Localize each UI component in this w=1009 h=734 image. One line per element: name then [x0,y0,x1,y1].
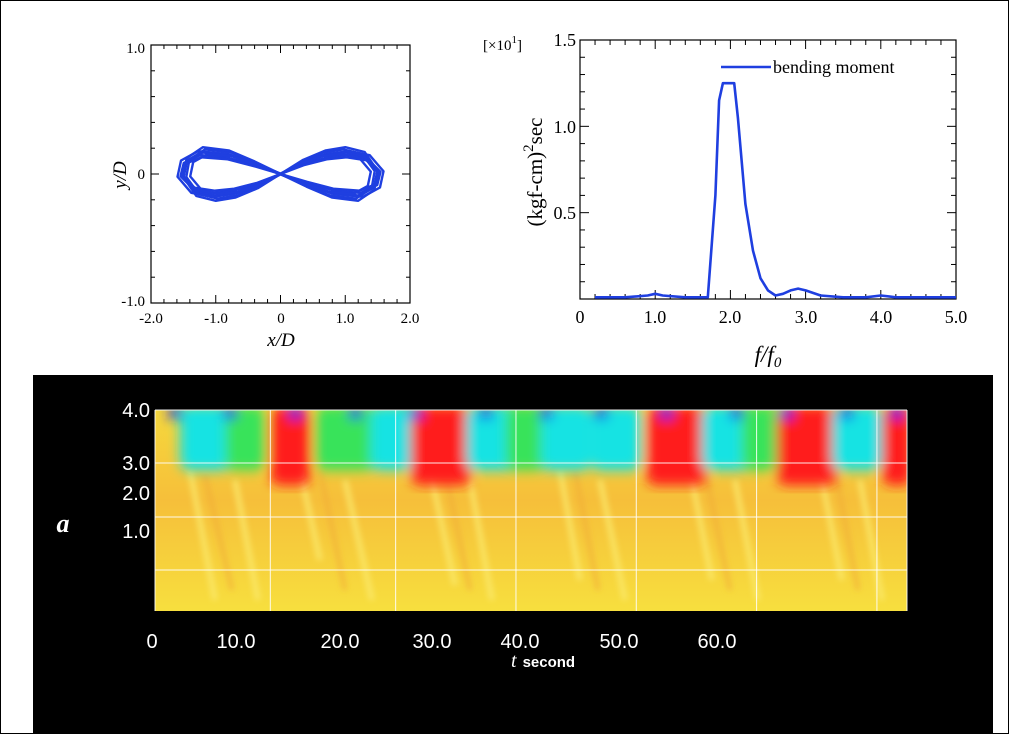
orbit-ytick-label: -1.0 [121,294,145,310]
heatmap-cell [225,410,266,471]
orbit-xlabel: x/D [266,330,295,351]
orbit-trajectory [176,145,385,203]
heatmap-cell [831,410,882,471]
orbit-ylabel: y/D [110,161,131,191]
heatmap-cell [701,410,752,471]
heatmap-ylabel: a [57,509,70,538]
heatmap-cell [505,410,547,471]
spectrum-ytick-label: 0.5 [554,203,577,223]
heatmap-xtick-label: 10.0 [217,631,256,653]
heatmap-xtick-label: 30.0 [413,631,452,653]
heatmap-cell [541,410,592,471]
heatmap-xtick-label: 40.0 [501,631,540,653]
heatmap-xlabel: t second [511,650,575,672]
spectrum-xtick-label: 4.0 [870,307,893,327]
heatmap-cell [315,410,376,471]
orbit-xtick-label: 1.0 [336,311,355,327]
spectrum-xtick-label: 3.0 [795,307,818,327]
heatmap-ytick-label: 2.0 [122,483,150,505]
orbit-ytick-label: 0 [138,167,146,183]
legend-label: bending moment [773,57,894,77]
orbit-plot: 1.0 0 -1.0 -2.0 -1.0 0 1.0 2.0 x/D y/D [110,41,419,351]
spectrum-xlabel: f/f0 [755,342,782,371]
heatmap-cell [660,410,673,419]
heatmap-cell [409,410,422,419]
heatmap-cell [840,410,853,419]
heatmap-cell [591,410,642,471]
heatmap-xtick-label: 60.0 [698,631,737,653]
heatmap-ytick-label: 4.0 [122,400,150,422]
orbit-xtick-label: 0 [277,311,285,327]
heatmap-ytick-label: 1.0 [122,521,150,543]
spectrum-ytick-label: 1.0 [554,117,577,137]
spectrum-plot-frame [579,39,957,300]
orbit-xtick-label: -2.0 [139,311,163,327]
spectrum-ytick-label: 1.5 [554,30,577,50]
heatmap-cell [349,410,362,419]
heatmap-cell [780,410,793,419]
heatmap-cell [169,410,182,419]
heatmap-cell [776,410,837,486]
orbit-minor-ticks [150,44,411,304]
heatmap-gridlines [154,409,908,611]
heatmap-cell [180,410,231,471]
heatmap-ytick-label: 3.0 [122,453,150,475]
orbit-xtick-label: -1.0 [204,311,228,327]
orbit-xtick-label: 2.0 [401,311,420,327]
heatmap-cell [741,410,782,471]
heatmap-cell [224,410,237,419]
spectrum-ylabel: (kgf-cm)2sec [521,118,547,227]
spectrum-xtick-label: 0 [576,307,585,327]
heatmap-cell [595,410,608,419]
spectrum-plot: bending moment 1.5 1.0 0.5 0 1.0 2.0 3.0… [483,30,967,371]
spectrum-xtick-label: 5.0 [945,307,968,327]
heatmap-field [155,410,907,611]
heatmap-xtick-label: 20.0 [321,631,360,653]
heatmap-cell [890,410,903,419]
spectrum-xtick-label: 2.0 [719,307,742,327]
heatmap-cell [540,410,553,419]
orbit-loop-line [180,156,381,192]
bending-moment-line [595,81,956,299]
spectrum-scale-factor: [×101] [483,34,522,54]
spectrum-xtick-label: 1.0 [644,307,667,327]
heatmap-cell [270,410,311,486]
heatmap-cell [289,410,302,419]
heatmap-cell [730,410,743,419]
heatmap-xtick-label: 50.0 [600,631,639,653]
heatmap-cell [881,410,907,486]
heatmap-panel: 4.0 3.0 2.0 1.0 a 0 10.0 20.0 30.0 40.0 … [33,375,993,734]
orbit-ytick-label: 1.0 [126,41,145,57]
heatmap-cell [479,410,492,419]
heatmap-xtick-label: 0 [146,631,157,653]
heatmap-cell [410,410,471,486]
heatmap-cell [646,410,707,486]
